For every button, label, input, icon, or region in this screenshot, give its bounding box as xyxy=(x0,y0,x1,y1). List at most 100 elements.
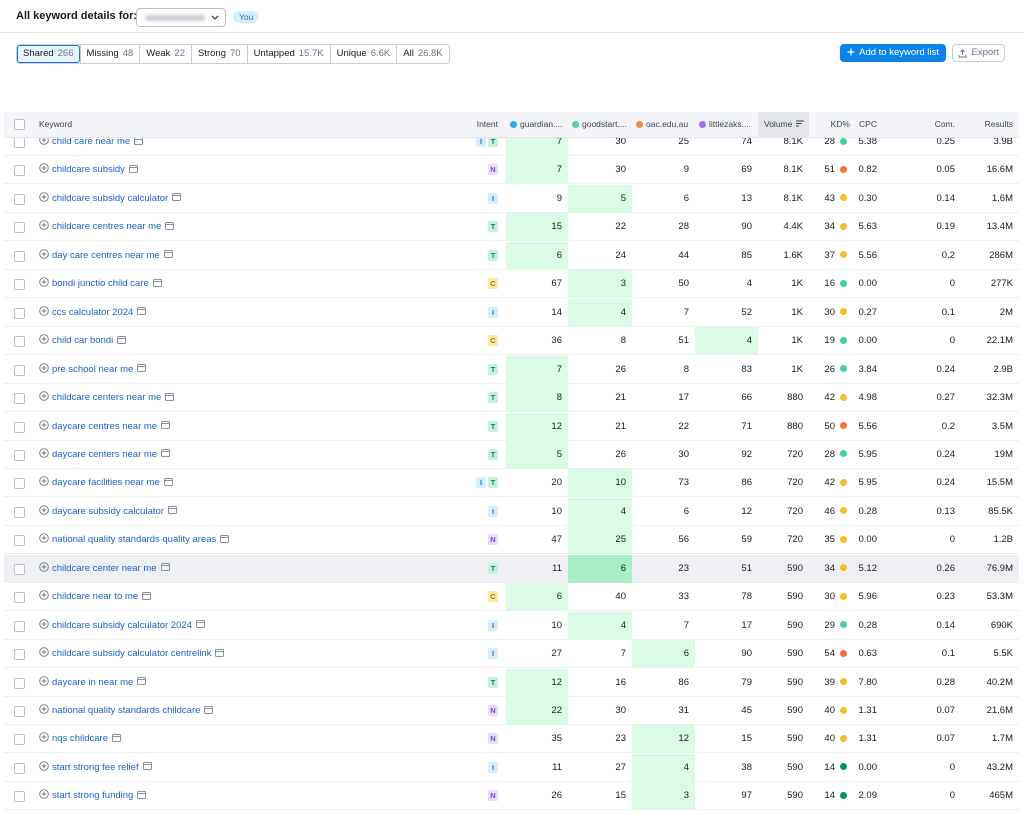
row-checkbox[interactable] xyxy=(14,535,25,547)
add-icon[interactable] xyxy=(39,647,49,657)
serp-icon[interactable] xyxy=(137,790,147,799)
keyword-link[interactable]: day care centres near me xyxy=(52,249,160,261)
row-checkbox[interactable] xyxy=(14,677,25,689)
serp-icon[interactable] xyxy=(161,421,171,429)
add-icon[interactable] xyxy=(39,391,49,401)
keyword-link[interactable]: childcare centres near me xyxy=(52,221,162,233)
add-icon[interactable] xyxy=(39,533,49,544)
keyword-link[interactable]: child care near me xyxy=(52,136,131,147)
serp-icon[interactable] xyxy=(160,563,170,572)
row-checkbox[interactable] xyxy=(14,506,25,518)
row-checkbox[interactable] xyxy=(14,734,25,746)
add-icon[interactable] xyxy=(39,334,49,344)
keyword-link[interactable]: childcare subsidy calculator 2024 xyxy=(52,619,192,631)
keyword-link[interactable]: national quality standards quality areas xyxy=(52,534,217,546)
keyword-link[interactable]: childcare center near me xyxy=(52,562,157,574)
serp-icon[interactable] xyxy=(165,392,175,401)
add-icon[interactable] xyxy=(39,305,49,316)
add-button[interactable]: Add to keyword list xyxy=(840,44,946,62)
row-checkbox[interactable] xyxy=(14,421,25,433)
serp-icon[interactable] xyxy=(161,449,171,458)
keyword-link[interactable]: daycare in near me xyxy=(52,676,134,688)
serp-icon[interactable] xyxy=(163,250,173,259)
add-icon[interactable] xyxy=(39,561,49,572)
tab[interactable]: Missing 48 xyxy=(79,45,140,63)
add-icon[interactable] xyxy=(39,448,49,458)
tab[interactable]: All 26.8K xyxy=(396,45,448,63)
row-checkbox[interactable] xyxy=(14,449,25,461)
keyword-link[interactable]: daycare subsidy calculator xyxy=(52,505,164,517)
serp-icon[interactable] xyxy=(137,307,147,316)
row-checkbox[interactable] xyxy=(14,250,25,262)
serp-icon[interactable] xyxy=(152,278,162,287)
row-checkbox[interactable] xyxy=(14,165,25,177)
add-icon[interactable] xyxy=(39,732,49,743)
row-checkbox[interactable] xyxy=(14,336,25,348)
serp-icon[interactable] xyxy=(163,477,173,486)
keyword-link[interactable]: child car bondi xyxy=(52,335,114,347)
serp-icon[interactable] xyxy=(215,648,225,657)
add-icon[interactable] xyxy=(39,704,49,714)
row-checkbox[interactable] xyxy=(14,307,25,319)
serp-icon[interactable] xyxy=(128,164,138,173)
add-icon[interactable] xyxy=(39,419,49,430)
keyword-link[interactable]: childcare centers near me xyxy=(52,392,162,404)
row-checkbox[interactable] xyxy=(14,364,25,376)
tab[interactable]: Untapped 15.7K xyxy=(246,45,330,63)
domain-select[interactable] xyxy=(136,8,226,27)
serp-icon[interactable] xyxy=(204,705,214,714)
tab[interactable]: Unique 6.6K xyxy=(329,45,397,63)
keyword-link[interactable]: bondi junctio child care xyxy=(52,278,149,290)
add-icon[interactable] xyxy=(39,277,49,288)
row-checkbox[interactable] xyxy=(14,137,25,148)
tab[interactable]: Shared 266 xyxy=(17,45,80,63)
tab[interactable]: Weak 22 xyxy=(139,45,191,63)
keyword-link[interactable]: childcare near to me xyxy=(52,591,139,603)
row-checkbox[interactable] xyxy=(14,393,25,405)
add-icon[interactable] xyxy=(39,249,49,259)
add-icon[interactable] xyxy=(39,789,49,800)
keyword-link[interactable]: pre school near me xyxy=(52,363,134,375)
add-icon[interactable] xyxy=(39,590,49,600)
keyword-link[interactable]: daycare centres near me xyxy=(52,420,158,432)
header-volume[interactable]: Volume xyxy=(758,112,809,137)
serp-icon[interactable] xyxy=(117,335,127,344)
add-icon[interactable] xyxy=(39,220,49,231)
serp-icon[interactable] xyxy=(167,506,177,515)
add-icon[interactable] xyxy=(39,675,49,686)
add-icon[interactable] xyxy=(39,476,49,487)
row-checkbox[interactable] xyxy=(14,791,25,803)
keyword-link[interactable]: daycare centers near me xyxy=(52,448,158,460)
row-checkbox[interactable] xyxy=(14,592,25,604)
keyword-link[interactable]: start strong funding xyxy=(52,790,134,802)
serp-icon[interactable] xyxy=(137,677,147,686)
add-icon[interactable] xyxy=(39,362,49,373)
serp-icon[interactable] xyxy=(165,221,175,230)
keyword-link[interactable]: childcare subsidy xyxy=(52,164,125,176)
serp-icon[interactable] xyxy=(195,620,205,629)
keyword-link[interactable]: daycare facilities near me xyxy=(52,477,160,489)
add-icon[interactable] xyxy=(39,163,49,174)
keyword-link[interactable]: nqs childcare xyxy=(52,733,108,745)
keyword-link[interactable]: national quality standards childcare xyxy=(52,705,201,716)
add-icon[interactable] xyxy=(39,192,49,202)
serp-icon[interactable] xyxy=(220,534,230,543)
serp-icon[interactable] xyxy=(142,762,152,771)
row-checkbox[interactable] xyxy=(14,193,25,205)
row-checkbox[interactable] xyxy=(14,649,25,661)
keyword-link[interactable]: childcare subsidy calculator centrelink xyxy=(52,648,212,660)
row-checkbox[interactable] xyxy=(14,279,25,291)
export-button[interactable]: Export xyxy=(952,44,1005,62)
row-checkbox[interactable] xyxy=(14,706,25,717)
serp-icon[interactable] xyxy=(137,364,147,373)
row-checkbox[interactable] xyxy=(14,620,25,632)
keyword-link[interactable]: start strong fee relief xyxy=(52,761,139,773)
tab[interactable]: Strong 70 xyxy=(190,45,247,63)
serp-icon[interactable] xyxy=(172,193,182,202)
serp-icon[interactable] xyxy=(142,591,152,600)
keyword-link[interactable]: childcare subsidy calculator xyxy=(52,192,169,204)
row-checkbox[interactable] xyxy=(14,478,25,490)
row-checkbox[interactable] xyxy=(14,762,25,774)
row-checkbox[interactable] xyxy=(14,222,25,234)
add-icon[interactable] xyxy=(39,761,49,771)
